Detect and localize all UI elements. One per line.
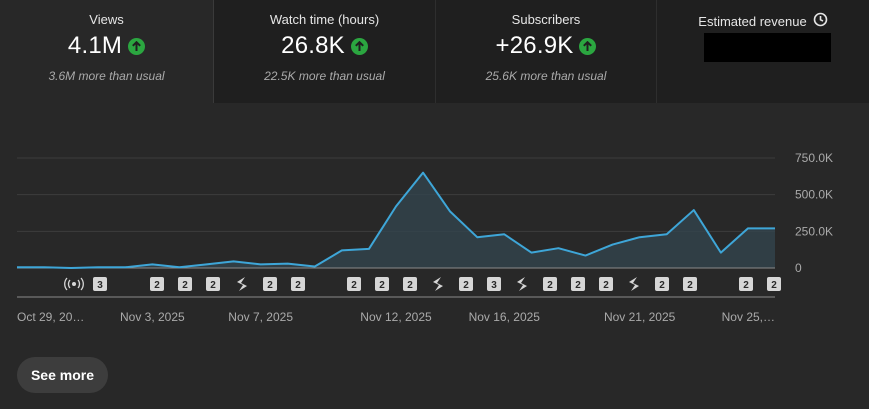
shorts-icon	[237, 277, 247, 291]
see-more-button[interactable]: See more	[17, 357, 108, 393]
x-tick-label: Nov 21, 2025	[604, 310, 676, 324]
upload-count-badge	[291, 277, 305, 291]
views-comparison: 3.6M more than usual	[48, 69, 165, 83]
arrow-up-icon	[579, 37, 597, 55]
revenue-value-redacted	[704, 33, 831, 62]
upload-count-badge	[178, 277, 192, 291]
upload-count-label: 2	[743, 280, 749, 291]
upload-count-badge	[375, 277, 389, 291]
upload-count-label: 2	[407, 280, 413, 291]
live-broadcast-waves	[64, 277, 84, 291]
upload-count-label: 2	[547, 280, 553, 291]
upload-count-label: 2	[603, 280, 609, 291]
arrow-up-icon	[128, 37, 146, 55]
upload-count-badge	[487, 277, 501, 291]
upload-count-badge	[206, 277, 220, 291]
y-tick-label: 500.0K	[795, 188, 833, 202]
x-tick-label: Oct 29, 20…	[17, 310, 84, 324]
upload-count-badge	[403, 277, 417, 291]
subscribers-card[interactable]: Subscribers +26.9K 25.6K more than usual	[436, 0, 657, 103]
revenue-card[interactable]: Estimated revenue	[657, 0, 869, 103]
live-broadcast-icon	[72, 282, 76, 286]
upload-count-label: 2	[295, 280, 301, 291]
clock-icon	[813, 12, 828, 30]
upload-count-badge	[150, 277, 164, 291]
upload-count-label: 3	[491, 280, 497, 291]
revenue-label: Estimated revenue	[698, 13, 807, 29]
upload-count-badge	[599, 277, 613, 291]
upload-count-label: 2	[771, 280, 777, 291]
x-tick-label: Nov 3, 2025	[120, 310, 185, 324]
x-tick-label: Nov 16, 2025	[469, 310, 541, 324]
upload-count-label: 2	[659, 280, 665, 291]
upload-count-label: 2	[575, 280, 581, 291]
views-area	[17, 172, 775, 268]
upload-count-badge	[571, 277, 585, 291]
arrow-up-icon	[350, 37, 368, 55]
live-broadcast-waves	[67, 279, 81, 289]
watch-time-label: Watch time (hours)	[269, 12, 380, 27]
upload-count-badge	[683, 277, 697, 291]
watch-time-card[interactable]: Watch time (hours) 26.8K 22.5K more than…	[214, 0, 436, 103]
shorts-icon	[433, 277, 443, 291]
views-value: 4.1M	[67, 32, 123, 59]
upload-count-badge	[655, 277, 669, 291]
shorts-icon	[629, 277, 639, 291]
subscribers-comparison: 25.6K more than usual	[485, 69, 607, 83]
shorts-icon	[517, 277, 527, 291]
subscribers-label: Subscribers	[511, 12, 581, 27]
x-tick-label: Nov 25,…	[722, 310, 775, 324]
upload-count-label: 2	[210, 280, 216, 291]
x-tick-label: Nov 7, 2025	[228, 310, 293, 324]
upload-count-badge	[739, 277, 753, 291]
upload-count-badge	[347, 277, 361, 291]
x-tick-label: Nov 12, 2025	[360, 310, 432, 324]
subscribers-value: +26.9K	[495, 32, 574, 59]
upload-count-badge	[93, 277, 107, 291]
views-label: Views	[89, 12, 124, 27]
upload-count-label: 2	[182, 280, 188, 291]
upload-count-label: 2	[463, 280, 469, 291]
views-card[interactable]: Views 4.1M 3.6M more than usual	[0, 0, 214, 103]
upload-count-label: 2	[687, 280, 693, 291]
watch-time-value: 26.8K	[281, 32, 345, 59]
upload-count-label: 2	[379, 280, 385, 291]
y-tick-label: 0	[795, 261, 802, 275]
upload-count-badge	[767, 277, 781, 291]
upload-count-label: 3	[97, 280, 103, 291]
watch-time-comparison: 22.5K more than usual	[264, 69, 385, 83]
metric-cards: Views 4.1M 3.6M more than usual Watch ti…	[0, 0, 869, 103]
upload-count-label: 2	[267, 280, 273, 291]
y-tick-label: 750.0K	[795, 151, 833, 165]
upload-count-badge	[263, 277, 277, 291]
upload-count-label: 2	[154, 280, 160, 291]
upload-count-badge	[543, 277, 557, 291]
views-chart: 750.0K 500.0K 250.0K 0 3 2 2 2 2 2 2 2 2 2 3 2 2 2 2 2 2 2 Oct…	[17, 151, 833, 324]
upload-count-label: 2	[351, 280, 357, 291]
y-tick-label: 250.0K	[795, 224, 833, 238]
views-line	[17, 171, 775, 269]
upload-count-badge	[459, 277, 473, 291]
